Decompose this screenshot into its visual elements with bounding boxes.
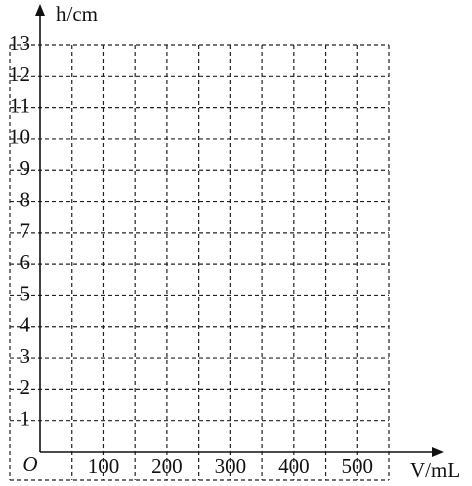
x-arrow: [432, 447, 444, 457]
y-tick-label: 4: [20, 313, 31, 337]
y-tick-label: 3: [20, 344, 31, 368]
y-tick-label: 12: [9, 62, 30, 86]
y-axis-label: h/cm: [56, 2, 98, 26]
y-tick-label: 6: [20, 250, 31, 274]
y-tick-label: 1: [20, 407, 31, 431]
y-tick-label: 7: [20, 219, 31, 243]
y-tick-label: 11: [10, 93, 30, 117]
origin-label: O: [22, 452, 37, 476]
y-tick-label: 9: [20, 156, 31, 180]
y-tick-label: 13: [9, 31, 30, 55]
y-tick-label: 8: [20, 187, 31, 211]
y-tick-label: 5: [20, 281, 31, 305]
y-tick-label: 2: [20, 375, 31, 399]
y-arrow: [35, 4, 45, 16]
y-tick-label: 10: [9, 125, 30, 149]
x-axis-label: V/mL: [410, 458, 460, 482]
